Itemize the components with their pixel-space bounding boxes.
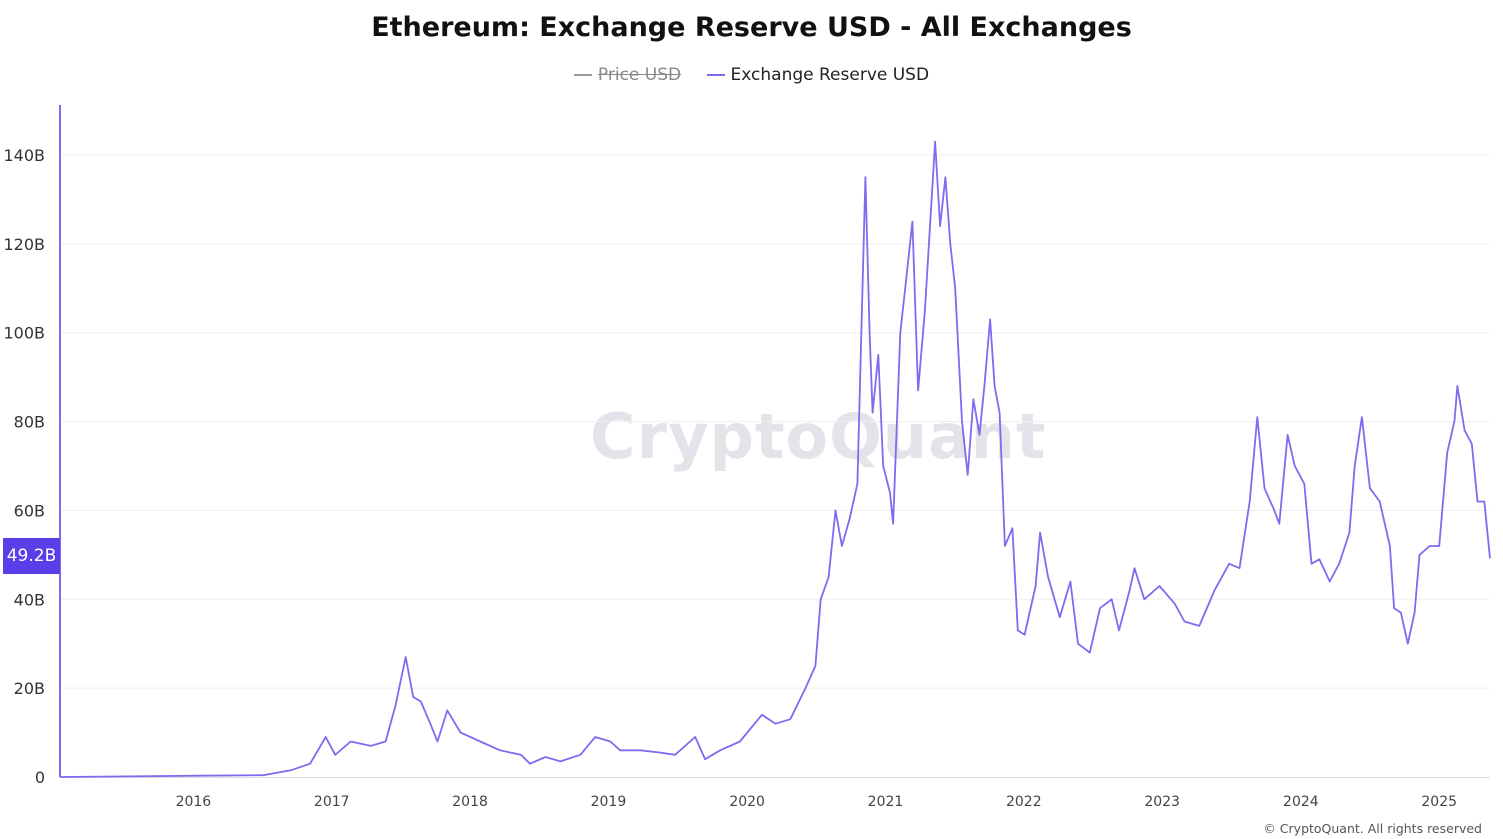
x-tick-label: 2022 <box>1006 794 1042 810</box>
x-tick-label: 2017 <box>314 794 350 810</box>
y-tick-label: 20B <box>14 679 45 698</box>
x-tick-label: 2020 <box>729 794 765 810</box>
legend-item-exchange-reserve[interactable]: Exchange Reserve USD <box>706 65 930 85</box>
chart-title: Ethereum: Exchange Reserve USD - All Exc… <box>371 12 1132 43</box>
y-axis-ticks: 0 20B 40B 60B 80B 100B 120B 140B <box>3 146 45 787</box>
x-tick-label: 2023 <box>1144 794 1180 810</box>
y-tick-label: 60B <box>14 501 45 520</box>
legend-swatch-price <box>573 74 592 76</box>
grid-lines <box>60 154 1490 689</box>
x-tick-label: 2018 <box>452 794 488 810</box>
legend-label-price: Price USD <box>597 65 682 85</box>
legend-item-price[interactable]: Price USD <box>573 65 682 85</box>
y-tick-label: 80B <box>14 413 45 432</box>
series-line-exchange-reserve <box>59 140 1491 778</box>
current-value-badge: 49.2B <box>3 538 60 574</box>
x-tick-label: 2019 <box>591 794 627 810</box>
y-tick-label: 120B <box>3 235 45 254</box>
legend-label-exchange-reserve: Exchange Reserve USD <box>730 65 930 85</box>
x-axis-ticks: 2016 2017 2018 2019 2020 2021 2022 2023 2024 2025 <box>176 794 1457 810</box>
x-tick-label: 2021 <box>868 794 904 810</box>
x-tick-label: 2024 <box>1283 794 1319 810</box>
y-tick-label: 100B <box>3 324 45 343</box>
copyright-footer: © CryptoQuant. All rights reserved <box>1263 821 1482 836</box>
x-tick-label: 2016 <box>176 794 212 810</box>
legend-swatch-exchange-reserve <box>706 74 725 76</box>
x-tick-label: 2025 <box>1421 794 1457 810</box>
y-tick-label: 40B <box>14 590 45 609</box>
legend: Price USD Exchange Reserve USD <box>0 61 1503 85</box>
y-tick-label: 140B <box>3 146 45 165</box>
y-tick-label: 0 <box>35 768 45 787</box>
